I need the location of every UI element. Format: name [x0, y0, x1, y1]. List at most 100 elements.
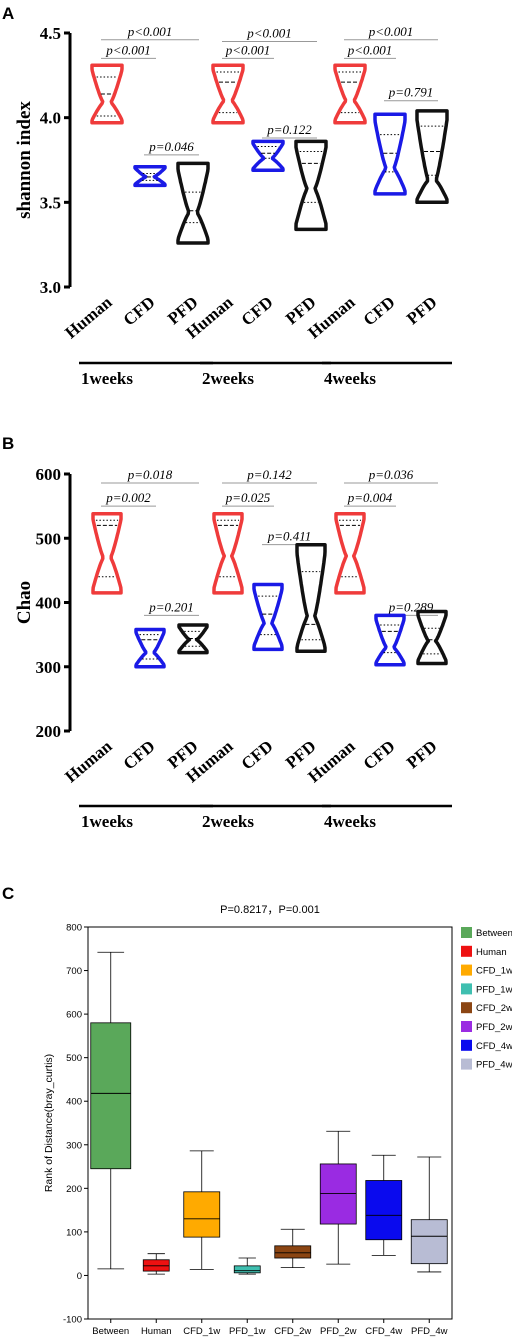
- box-between: [90, 1022, 132, 1170]
- y-tick-label: 3.5: [40, 193, 61, 212]
- x-tick-label: Between: [92, 1326, 129, 1337]
- significance-label: p=0.025: [225, 490, 271, 505]
- box-cfd-4w: [365, 1180, 403, 1241]
- significance-label: p<0.001: [105, 42, 151, 57]
- violin-cfd-1weeks: [134, 627, 166, 669]
- group-label: 4weeks: [324, 369, 376, 388]
- x-tick-label: PFD: [403, 293, 441, 329]
- x-tick-label: Human: [141, 1326, 172, 1337]
- significance-label: p=0.002: [105, 490, 151, 505]
- x-tick-label: CFD_1w: [183, 1326, 220, 1337]
- group-label: 1weeks: [81, 812, 133, 831]
- box-cfd-1w: [183, 1191, 221, 1238]
- violin-cfd-2weeks: [252, 582, 284, 652]
- legend-swatch: [461, 983, 472, 995]
- legend-swatch: [461, 1039, 472, 1051]
- significance-label: p<0.001: [225, 42, 271, 57]
- violin-cfd-2weeks: [251, 139, 285, 172]
- x-tick-label: PFD_1w: [229, 1326, 266, 1337]
- panel-b-violin-chart: 200 300 400 500 600 Chao p=0.018 p=0.002 p=0.201…: [14, 465, 452, 831]
- violin-pfd-1weeks: [177, 623, 209, 655]
- significance-label: p=0.046: [148, 139, 194, 154]
- significance-label: p<0.001: [347, 42, 393, 57]
- y-tick-label: 600: [36, 465, 62, 484]
- x-tick-label: PFD_2w: [320, 1326, 357, 1337]
- significance-label: p=0.004: [347, 490, 393, 505]
- x-tick-label: CFD: [238, 293, 277, 330]
- x-tick-label: Human: [61, 292, 116, 342]
- legend-swatch: [461, 1058, 472, 1070]
- legend-label: CFD_1w: [476, 966, 512, 977]
- significance-label: p<0.001: [368, 24, 414, 39]
- y-tick-label: 600: [66, 1010, 82, 1021]
- y-tick-label: 4.0: [40, 109, 61, 128]
- legend-swatch: [461, 945, 472, 957]
- significance-label: p=0.122: [266, 122, 312, 137]
- y-axis-title: Rank of Distance(bray_curtis): [43, 1054, 55, 1192]
- y-tick-label: 500: [66, 1053, 82, 1064]
- legend-swatch: [461, 1002, 472, 1014]
- significance-label: p=0.791: [388, 85, 434, 100]
- y-tick-label: 400: [66, 1097, 82, 1108]
- y-tick-label: 700: [66, 966, 82, 977]
- y-tick-label: 300: [66, 1140, 82, 1151]
- y-tick-label: 3.0: [40, 278, 61, 297]
- legend-label: Between: [476, 928, 512, 939]
- violin-human-1weeks: [90, 63, 124, 125]
- violin-pfd-4weeks: [416, 609, 448, 666]
- significance-label: p=0.142: [246, 467, 292, 482]
- x-tick-label: CFD: [360, 293, 399, 330]
- legend-label: Human: [476, 947, 507, 958]
- legend-label: PFD_1w: [476, 984, 512, 995]
- panel-label-a: A: [2, 4, 14, 23]
- group-label: 1weeks: [81, 369, 133, 388]
- legend-label: PFD_2w: [476, 1022, 512, 1033]
- violin-cfd-4weeks: [373, 112, 407, 196]
- legend-label: CFD_2w: [476, 1003, 512, 1014]
- legend-swatch: [461, 1021, 472, 1032]
- significance-label: p=0.411: [267, 529, 312, 544]
- violin-pfd-2weeks: [294, 139, 328, 232]
- x-tick-label: CFD: [360, 737, 399, 774]
- significance-label: p=0.036: [368, 467, 414, 482]
- x-tick-label: PFD_4w: [411, 1326, 448, 1337]
- violin-pfd-2weeks: [295, 542, 327, 654]
- legend-label: CFD_4w: [476, 1041, 512, 1052]
- violin-pfd-1weeks: [176, 161, 210, 245]
- y-tick-label: 200: [36, 722, 62, 741]
- panel-c-box-chart: P=0.8217，P=0.001 -100 0 100 200 300 400 500 600 7…: [43, 904, 512, 1337]
- y-tick-label: 200: [66, 1184, 82, 1195]
- violin-human-4weeks: [333, 63, 367, 125]
- y-tick-label: 400: [36, 594, 62, 613]
- box-pfd-1w: [233, 1265, 261, 1274]
- panel-a-violin-chart: 3.0 3.5 4.0 4.5 shannon index p<0.001 p<0.001 p…: [14, 24, 452, 388]
- y-tick-label: 4.5: [40, 24, 61, 43]
- group-label: 4weeks: [324, 812, 376, 831]
- y-tick-label: 300: [36, 658, 62, 677]
- violin-pfd-4weeks: [415, 109, 449, 205]
- x-tick-label: CFD_2w: [274, 1326, 311, 1337]
- x-tick-label: CFD_4w: [365, 1326, 402, 1337]
- legend-swatch: [461, 927, 472, 938]
- significance-label: p<0.001: [127, 24, 173, 39]
- significance-label: p=0.018: [127, 467, 173, 482]
- legend-label: PFD_4w: [476, 1060, 512, 1071]
- group-label: 2weeks: [202, 369, 254, 388]
- x-tick-label: PFD: [403, 737, 441, 773]
- x-tick-label: CFD: [120, 737, 159, 774]
- box-cfd-2w: [274, 1245, 312, 1259]
- y-tick-label: 800: [66, 923, 82, 934]
- y-tick-label: 500: [36, 529, 62, 548]
- legend-swatch: [461, 964, 472, 976]
- y-tick-label: 0: [77, 1271, 82, 1282]
- violin-human-1weeks: [91, 512, 123, 595]
- x-tick-label: CFD: [120, 293, 159, 330]
- panel-label-b: B: [2, 434, 14, 453]
- significance-label: p=0.201: [148, 599, 194, 614]
- chart-title: P=0.8217，P=0.001: [220, 904, 320, 916]
- x-tick-label: Human: [61, 736, 116, 786]
- violin-human-4weeks: [334, 512, 366, 595]
- plot-frame: [87, 926, 453, 1320]
- y-axis-title: shannon index: [14, 101, 35, 219]
